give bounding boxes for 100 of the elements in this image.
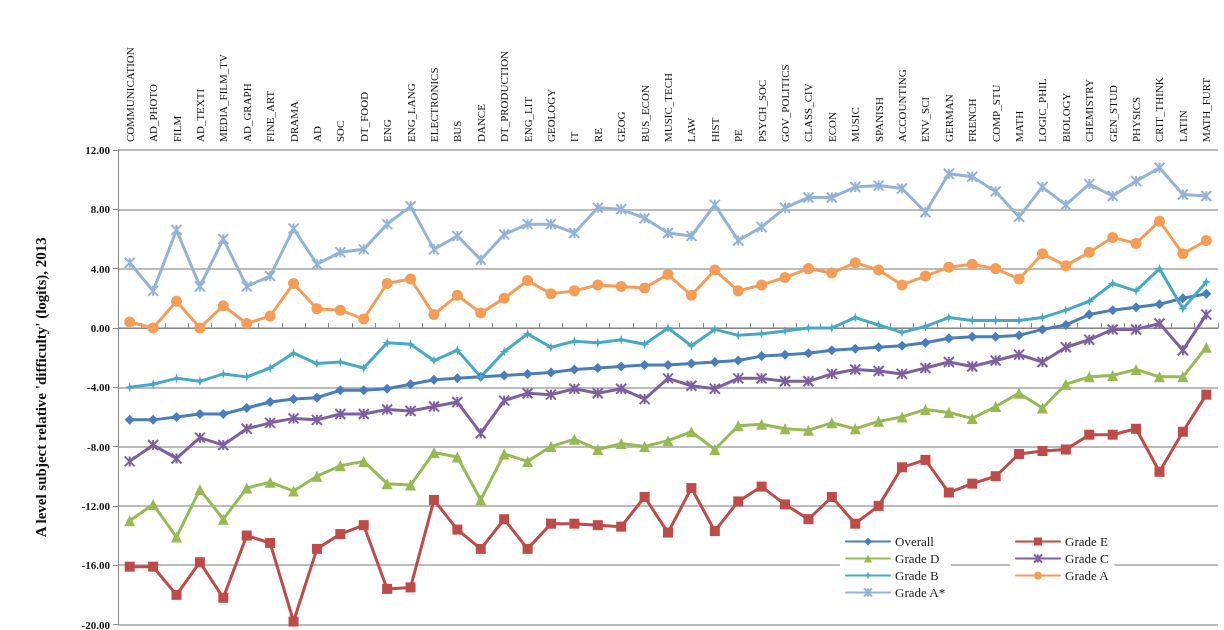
point: [896, 279, 908, 291]
point: [686, 483, 697, 494]
point: [591, 387, 604, 400]
point: [264, 270, 277, 283]
x-tick-label: IT: [568, 131, 581, 142]
point: [1200, 189, 1213, 202]
x-tick-label: AD: [310, 126, 323, 142]
x-tick-label: DRAMA: [287, 100, 300, 142]
point: [896, 367, 909, 380]
point: [1037, 446, 1048, 457]
point: [264, 416, 277, 429]
point: [452, 524, 463, 535]
point: [1200, 341, 1212, 353]
point: [989, 354, 1002, 367]
point: [499, 514, 510, 525]
point: [522, 455, 534, 467]
x-tick-label: SOC: [334, 120, 347, 142]
point: [405, 479, 417, 491]
point: [474, 427, 487, 440]
point: [217, 300, 229, 312]
x-tick-label: FINE_ART: [264, 90, 277, 142]
point: [1201, 288, 1212, 299]
point: [124, 316, 136, 328]
point: [826, 417, 838, 429]
point: [897, 327, 908, 338]
x-tick-label: FILM: [170, 115, 183, 142]
point: [802, 263, 814, 275]
point: [427, 400, 440, 413]
point: [217, 513, 229, 525]
point: [1130, 323, 1143, 336]
x-tick-label: LOGIC_PHIL: [1036, 78, 1049, 142]
point: [218, 408, 229, 419]
x-tick-label: BUS_ECON: [638, 85, 651, 142]
point: [849, 257, 861, 269]
point: [1131, 423, 1142, 434]
point: [662, 227, 674, 240]
x-tick-label: ELECTRONICS: [427, 67, 440, 142]
point: [990, 471, 1001, 482]
point: [310, 258, 323, 271]
point: [1176, 188, 1189, 201]
point: [662, 372, 674, 385]
point: [967, 331, 978, 342]
x-tick-label: ECON: [825, 112, 838, 142]
point: [241, 530, 252, 541]
point: [616, 521, 627, 532]
point: [428, 494, 439, 505]
point: [873, 415, 885, 427]
point: [1200, 308, 1213, 321]
point: [545, 288, 557, 300]
point: [733, 496, 744, 507]
point: [1130, 237, 1142, 249]
x-tick-label: FRENCH: [966, 98, 979, 142]
x-tick-label: GEOLOGY: [544, 88, 557, 142]
point: [1201, 276, 1212, 287]
point: [451, 396, 464, 409]
point: [591, 201, 604, 214]
x-tick-label: DT_PRODUCTION: [498, 50, 511, 142]
x-tick-label: MUSIC: [849, 107, 862, 142]
point: [616, 361, 627, 372]
point: [1154, 299, 1165, 310]
point: [240, 280, 253, 293]
y-axis-title: A level subject relative 'difficulty' (logits), 2013: [32, 237, 50, 538]
point: [544, 218, 557, 231]
point: [428, 374, 439, 385]
point: [756, 481, 767, 492]
point: [1177, 371, 1189, 383]
point: [264, 476, 276, 488]
point: [1130, 175, 1143, 188]
y-tick-label: -8.00: [87, 440, 111, 453]
point: [872, 364, 885, 377]
point: [1153, 317, 1166, 330]
y-tick-label: 4.00: [90, 262, 111, 275]
y-tick-label: 0.00: [90, 321, 111, 334]
point: [1060, 444, 1071, 455]
x-tick-label: GEOG: [615, 111, 628, 142]
point: [357, 407, 370, 420]
point: [966, 412, 978, 424]
point: [545, 342, 556, 353]
point: [639, 491, 650, 502]
point: [569, 364, 580, 375]
point: [358, 520, 369, 531]
point: [1106, 189, 1119, 202]
point: [733, 355, 744, 366]
point: [592, 520, 603, 531]
point: [779, 375, 792, 388]
legend-label: Grade A*: [895, 585, 946, 600]
x-tick-label: ENV_SCI: [919, 96, 932, 142]
point: [123, 455, 136, 468]
x-tick-label: HIST: [708, 117, 721, 142]
point: [1036, 248, 1048, 260]
point: [193, 431, 206, 444]
point: [381, 277, 393, 289]
point: [920, 337, 931, 348]
point: [850, 312, 861, 323]
point: [124, 414, 135, 425]
point: [779, 201, 792, 214]
point: [1131, 302, 1142, 313]
point: [124, 515, 136, 527]
point: [989, 185, 1002, 198]
point: [1177, 248, 1189, 260]
